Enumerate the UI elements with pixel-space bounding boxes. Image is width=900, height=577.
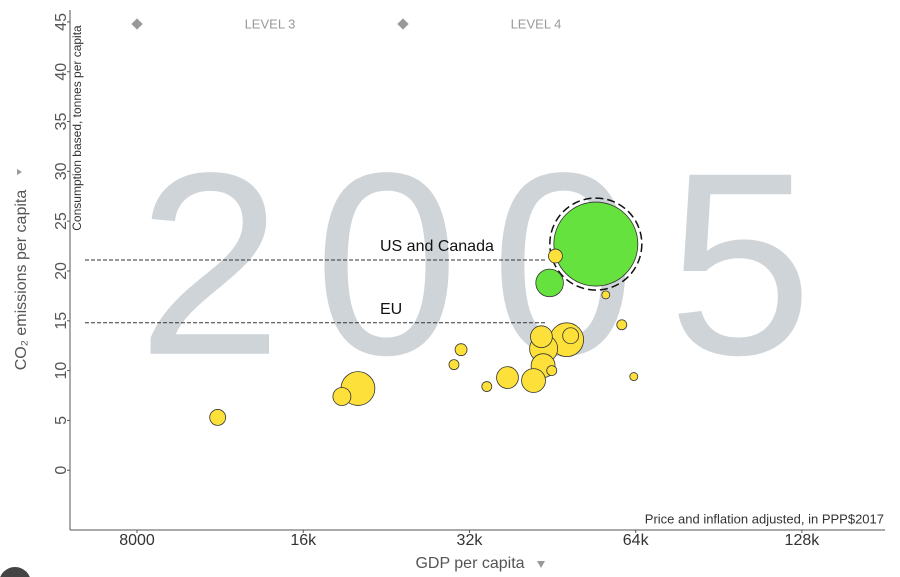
bubble [535,268,564,298]
reference-label: EU [380,301,402,318]
bubble [448,359,460,371]
level-label: LEVEL 4 [511,16,562,31]
bubble [562,327,580,345]
y-tick-label: 40 [53,63,70,81]
y-axis-sublabel: Consumption based, tonnes per capita [70,25,84,231]
x-axis-sublabel: Price and inflation adjusted, in PPP$201… [645,511,884,526]
level-label: LEVEL 3 [245,16,296,31]
x-axis-menu-icon[interactable] [537,561,545,568]
bubble [332,387,352,406]
selection-ring [549,197,643,291]
y-tick-label: 15 [53,312,70,330]
x-tick-label: 8000 [119,532,155,549]
reference-label: US and Canada [380,238,494,255]
y-axis-menu-icon[interactable] [17,169,22,175]
y-tick-label: 0 [53,466,70,475]
bubble [546,365,558,377]
x-tick-label: 16k [290,532,317,549]
y-tick-label: 35 [53,113,70,131]
bubble [521,368,546,393]
bubble [209,409,227,426]
bubble [496,366,519,389]
y-tick-label: 45 [53,13,70,31]
bubble [454,343,468,357]
play-button[interactable] [0,567,31,577]
x-axis-label[interactable]: GDP per capita [415,555,524,572]
y-tick-label: 30 [53,162,70,180]
year-label: 2005 [138,120,813,410]
bubble [601,290,611,300]
bubble [530,325,553,349]
y-tick-label: 5 [53,416,70,425]
bubble [553,201,639,287]
level-marker [131,18,143,30]
x-tick-label: 128k [785,532,821,549]
bubble [548,248,563,264]
y-tick-label: 25 [53,212,70,230]
bubble [616,319,628,331]
x-tick-label: 32k [457,532,484,549]
y-axis-label[interactable]: CO₂ emissions per capita [13,190,30,371]
bubble [629,372,639,381]
y-tick-label: 20 [53,262,70,280]
level-marker [397,18,409,30]
bubble [481,381,493,392]
y-tick-label: 10 [53,362,70,380]
x-tick-label: 64k [623,532,650,549]
